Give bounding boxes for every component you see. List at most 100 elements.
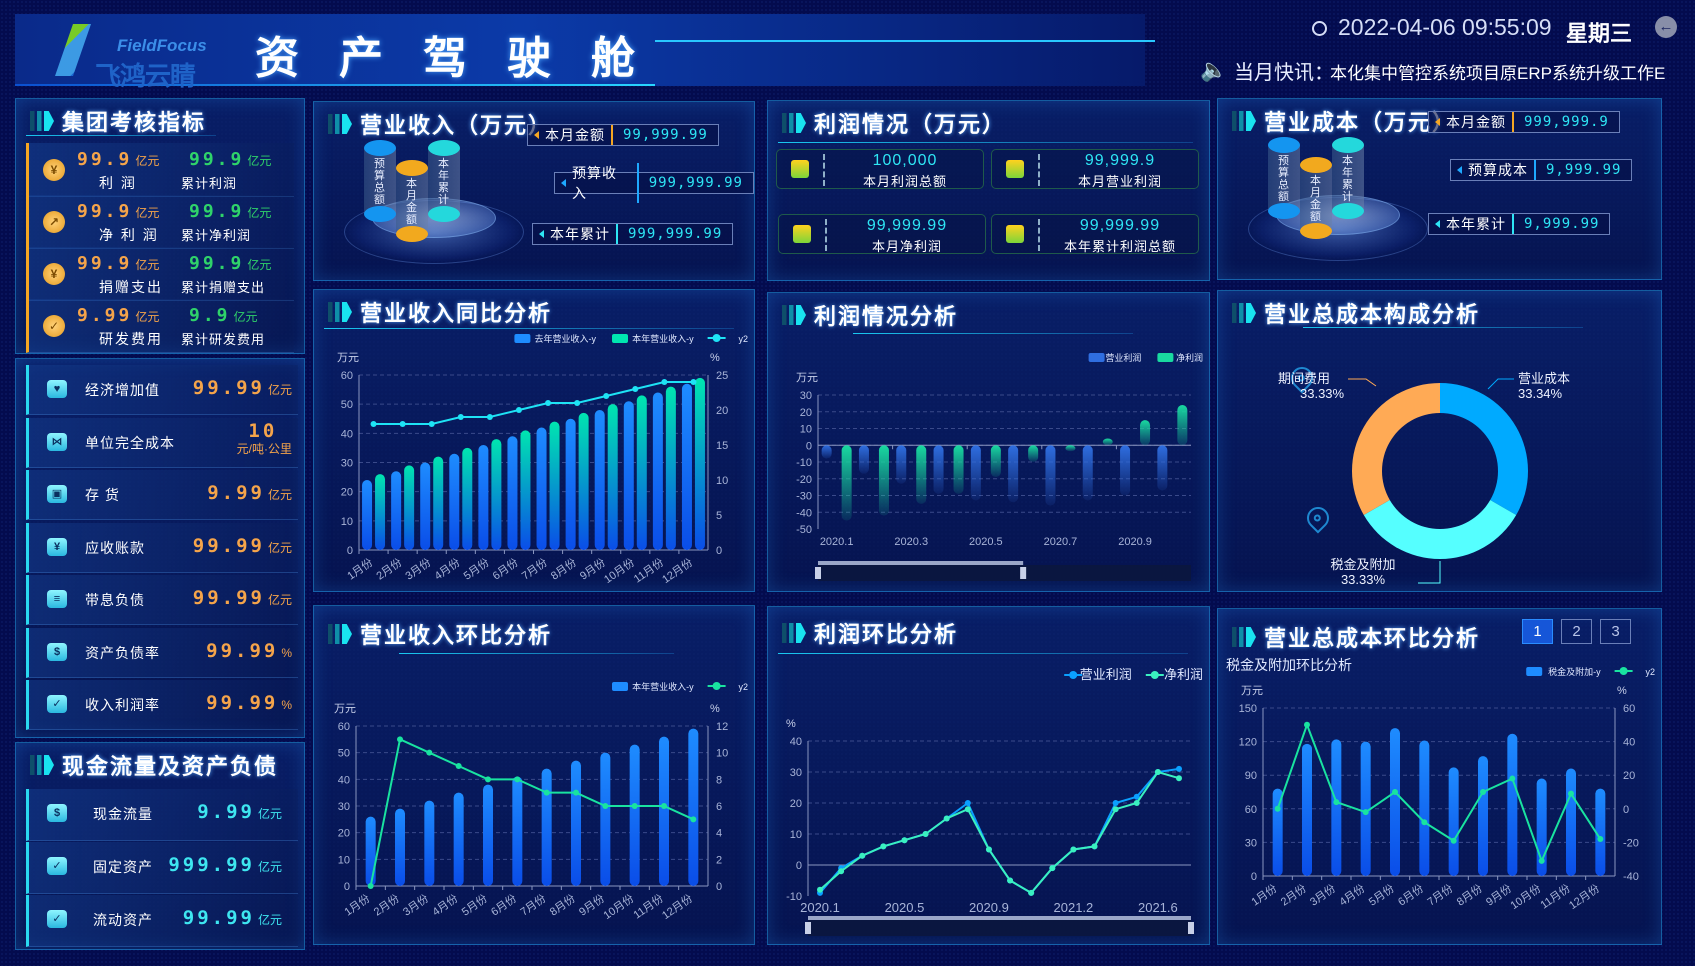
indicator-row[interactable]: ≡ 带息负债 99.99 亿元 <box>26 575 298 625</box>
data-point <box>943 815 950 822</box>
bar <box>858 445 869 474</box>
legend-label: 本年营业收入-y <box>632 333 694 344</box>
data-point <box>1450 837 1457 844</box>
y2-tick-label: 5 <box>716 510 722 522</box>
title-underline <box>778 653 1188 654</box>
slice-percent: 33.33% <box>1300 386 1345 401</box>
y-axis-unit: % <box>786 718 796 730</box>
x-tick-label: 2020.3 <box>894 536 928 548</box>
data-point <box>397 736 403 743</box>
cash-row[interactable]: ✓ 流动资产 99.99 亿元 <box>26 895 298 947</box>
slice-label: 期间费用 <box>1278 371 1330 386</box>
news-ticker[interactable]: 本化集中管控系统项目原ERP系统升级工作E <box>1330 64 1666 83</box>
cylinder-bottom <box>1332 203 1364 219</box>
bar <box>681 383 692 550</box>
cash-row[interactable]: ✓ 固定资产 999.99 亿元 <box>26 842 298 894</box>
donut-slice <box>1440 383 1528 516</box>
data-point <box>1176 775 1182 782</box>
series-line <box>1276 721 1602 864</box>
cylinder-bottom <box>1268 203 1300 219</box>
cash-label: 固定资产 <box>93 859 153 875</box>
tab-3[interactable]: 3 <box>1600 619 1631 644</box>
indicator-row[interactable]: ▣ 存 货 9.99 亿元 <box>26 470 298 520</box>
y-tick-label: -30 <box>796 491 812 503</box>
separator <box>1038 219 1040 251</box>
x-tick-label: 4月份 <box>1337 882 1367 909</box>
bar <box>688 728 699 886</box>
header: FieldFocus 飞鸿云睛 资产驾驶舱 2022-04-06 09:55:0… <box>0 0 1695 92</box>
data-point <box>486 414 493 420</box>
indicator-row[interactable]: ¥ 应收账款 99.99 亿元 <box>26 522 298 573</box>
data-point <box>690 816 697 823</box>
logo-text: FieldFocus <box>117 36 207 55</box>
indicator-number: 9.99 <box>207 482 265 504</box>
bar <box>433 456 444 550</box>
data-point <box>1480 789 1486 795</box>
separator <box>825 219 827 251</box>
data-point <box>1509 775 1516 782</box>
cylinder-body <box>396 168 428 234</box>
profit-stat-card: 99,999.9 本月营业利润 <box>991 149 1199 189</box>
value-callout: 本年累计 999,999.99 <box>532 223 734 245</box>
tab-1[interactable]: 1 <box>1522 619 1553 644</box>
clipboard-check-icon <box>793 225 811 243</box>
data-point <box>455 763 462 769</box>
kpi-cum-value: 99.9 亿元 <box>189 201 271 222</box>
y2-tick-label: 20 <box>716 405 728 417</box>
indicator-unit: % <box>281 645 292 660</box>
panel-title: 利润情况分析 <box>782 299 958 331</box>
network-icon: ⋈ <box>47 432 67 451</box>
cash-row[interactable]: $ 现金流量 9.99 亿元 <box>26 789 298 841</box>
data-point <box>859 852 866 859</box>
value-callout: 预算成本 9,999.99 <box>1450 159 1633 181</box>
data-point <box>1133 800 1140 806</box>
indicator-label: 单位完全成本 <box>85 434 175 451</box>
bar <box>536 427 547 550</box>
y-tick-label: 10 <box>338 854 350 866</box>
indicator-row[interactable]: $ 资产负债率 99.99% <box>26 627 298 678</box>
panel-title-text: 利润环比分析 <box>814 622 959 647</box>
x-tick-label: 2月份 <box>1278 882 1308 909</box>
bar <box>1507 733 1518 876</box>
indicator-row[interactable]: ✓ 收入利润率 99.99% <box>26 680 298 730</box>
zoom-slider-handle <box>1188 922 1194 934</box>
cylinder-label: 本年累计 <box>1342 155 1353 203</box>
bar <box>375 474 386 550</box>
bar <box>600 752 611 886</box>
bar <box>652 392 663 550</box>
x-tick-label: 2021.6 <box>1138 900 1178 915</box>
y2-tick-label: 4 <box>716 828 722 840</box>
y-tick-label: 40 <box>790 736 802 748</box>
data-point <box>543 789 550 796</box>
x-tick-label: 2021.2 <box>1054 900 1094 915</box>
panel-title-text: 营业成本（万元） <box>1264 110 1457 135</box>
revenue-yoy-panel: 营业收入同比分析 0 10 20 30 40 50 60 0 5 10 15 20 25 万元% 1月份 2月… <box>313 289 755 592</box>
x-tick-label: 4月份 <box>430 892 460 919</box>
y2-tick-label: 0 <box>716 545 722 557</box>
indicator-row[interactable]: ⋈ 单位完全成本 10 元/吨·公里 <box>26 417 298 468</box>
bar <box>1065 445 1076 452</box>
panel-title-text: 利润情况分析 <box>814 304 959 329</box>
y2-tick-label: 0 <box>716 881 722 893</box>
tab-2[interactable]: 2 <box>1561 619 1592 644</box>
data-point <box>602 803 609 809</box>
data-point <box>1568 790 1574 797</box>
indicator-row[interactable]: ♥ 经济增加值 99.99 亿元 <box>26 365 298 415</box>
indicator-label: 资产负债率 <box>85 644 160 661</box>
cash-panel: 现金流量及资产负债 $ 现金流量 9.99 亿元 ✓ 固定资产 999.99 亿元 ✓ 流动资产 9… <box>15 742 305 950</box>
back-button[interactable]: ← <box>1655 16 1677 38</box>
yuan-down-icon: ¥ <box>47 537 67 556</box>
y-tick-label: 0 <box>1251 871 1257 883</box>
stat-value: 99,999.99 <box>1079 217 1161 234</box>
y-tick-label: 40 <box>338 774 350 786</box>
title-underline <box>324 328 734 329</box>
x-tick-label: 8月份 <box>547 892 577 919</box>
kpi-unit: 亿元 <box>135 154 160 168</box>
y-axis-unit: 万元 <box>796 372 818 384</box>
y-tick-label: -10 <box>786 891 802 903</box>
kpi-cum-label: 累计捐赠支出 <box>181 280 266 295</box>
legend-swatch <box>1157 353 1174 362</box>
legend-swatch <box>1150 671 1159 679</box>
indicator-value: 99.99 亿元 <box>193 587 292 609</box>
cash-label: 现金流量 <box>93 806 153 822</box>
